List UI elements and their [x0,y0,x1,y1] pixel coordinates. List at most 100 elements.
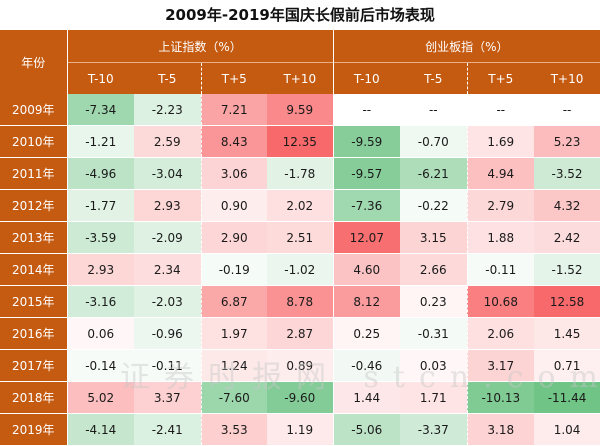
value-cell: 6.87 [201,285,267,318]
year-cell: 2017年 [0,349,68,382]
value-cell: 2.66 [400,253,468,286]
value-cell: -0.11 [134,349,202,382]
value-cell: -1.77 [67,189,134,222]
value-cell: 2.87 [267,317,334,350]
sub-header: T-5 [400,62,468,94]
value-cell: -0.46 [333,349,401,382]
value-cell: -1.02 [267,253,334,286]
value-cell: 2.42 [534,221,600,254]
value-cell: -1.52 [534,253,600,286]
value-cell: 1.19 [267,413,334,446]
value-cell: 3.17 [467,349,535,382]
sub-header: T+5 [467,62,535,94]
year-cell: 2016年 [0,317,68,350]
sub-header: T+10 [534,62,600,94]
value-cell: -0.96 [134,317,202,350]
value-cell: -- [400,94,468,126]
value-cell: -7.60 [201,381,267,414]
value-cell: 1.71 [400,381,468,414]
value-cell: -2.23 [134,94,202,126]
value-cell: -3.52 [534,157,600,190]
page-title: 2009年-2019年国庆长假前后市场表现 [165,6,435,24]
value-cell: 5.23 [534,125,600,158]
value-cell: -3.16 [67,285,134,318]
value-cell: 3.53 [201,413,267,446]
table-row: 2017年 -0.14 -0.11 1.24 0.89 -0.46 0.03 3.17 0.71 [0,349,600,382]
sub-header: T-10 [333,62,401,94]
value-cell: 2.93 [67,253,134,286]
value-cell: 2.90 [201,221,267,254]
value-cell: 2.51 [267,221,334,254]
value-cell: 2.34 [134,253,202,286]
value-cell: 1.97 [201,317,267,350]
value-cell: 3.06 [201,157,267,190]
year-cell: 2012年 [0,189,68,222]
table-row: 2009年 -7.34 -2.23 7.21 9.59 -- -- -- -- [0,94,600,126]
value-cell: -9.59 [333,125,401,158]
sub-header: T-5 [134,62,202,94]
year-cell: 2011年 [0,157,68,190]
value-cell: -4.14 [67,413,134,446]
value-cell: 1.69 [467,125,535,158]
year-cell: 2018年 [0,381,68,414]
value-cell: 2.93 [134,189,202,222]
value-cell: -- [333,94,401,126]
table-row: 2019年 -4.14 -2.41 3.53 1.19 -5.06 -3.37 3.18 1.0… [0,413,600,446]
value-cell: 8.12 [333,285,401,318]
value-cell: 0.71 [534,349,600,382]
value-cell: 2.02 [267,189,334,222]
value-cell: 4.94 [467,157,535,190]
year-cell: 2010年 [0,125,68,158]
sub-header: T+10 [267,62,334,94]
value-cell: -4.96 [67,157,134,190]
value-cell: -2.03 [134,285,202,318]
value-cell: 3.37 [134,381,202,414]
table-row: 2018年 5.02 3.37 -7.60 -9.60 1.44 1.71 -10.13 -11… [0,381,600,414]
year-header: 年份 [0,30,68,94]
value-cell: -1.78 [267,157,334,190]
table-card: 2009年-2019年国庆长假前后市场表现 年份 上证指数（%） 创业板指（%）… [0,6,600,446]
value-cell: 2.79 [467,189,535,222]
value-cell: 5.02 [67,381,134,414]
value-cell: -0.31 [400,317,468,350]
value-cell: 9.59 [267,94,334,126]
value-cell: 12.07 [333,221,401,254]
value-cell: 2.59 [134,125,202,158]
table-row: 2015年 -3.16 -2.03 6.87 8.78 8.12 0.23 10.68 12.5… [0,285,600,318]
value-cell: 7.21 [201,94,267,126]
market-table: 年份 上证指数（%） 创业板指（%） T-10 T-5 T+5 T+10 T-1… [0,30,600,446]
sub-header: T+5 [201,62,267,94]
value-cell: 2.06 [467,317,535,350]
year-cell: 2014年 [0,253,68,286]
value-cell: 0.06 [67,317,134,350]
table-row: 2012年 -1.77 2.93 0.90 2.02 -7.36 -0.22 2.79 4.32 [0,189,600,222]
value-cell: -7.34 [67,94,134,126]
value-cell: 4.60 [333,253,401,286]
value-cell: -2.41 [134,413,202,446]
table-row: 2010年 -1.21 2.59 8.43 12.35 -9.59 -0.70 1.69 5.2… [0,125,600,158]
value-cell: -3.04 [134,157,202,190]
group-header-chinext: 创业板指（%） [333,30,600,63]
table-row: 2011年 -4.96 -3.04 3.06 -1.78 -9.57 -6.21 4.94 -3… [0,157,600,190]
value-cell: -0.22 [400,189,468,222]
value-cell: -3.59 [67,221,134,254]
group-header-shanghai: 上证指数（%） [67,30,334,63]
value-cell: -0.70 [400,125,468,158]
year-cell: 2015年 [0,285,68,318]
table-row: 2016年 0.06 -0.96 1.97 2.87 0.25 -0.31 2.06 1.45 [0,317,600,350]
value-cell: -0.14 [67,349,134,382]
value-cell: -1.21 [67,125,134,158]
value-cell: -9.60 [267,381,334,414]
value-cell: -0.19 [201,253,267,286]
value-cell: -6.21 [400,157,468,190]
value-cell: -0.11 [467,253,535,286]
value-cell: -9.57 [333,157,401,190]
year-cell: 2013年 [0,221,68,254]
year-cell: 2019年 [0,413,68,446]
value-cell: 12.58 [534,285,600,318]
value-cell: 0.25 [333,317,401,350]
value-cell: 8.43 [201,125,267,158]
value-cell: 3.18 [467,413,535,446]
value-cell: -5.06 [333,413,401,446]
value-cell: 3.15 [400,221,468,254]
